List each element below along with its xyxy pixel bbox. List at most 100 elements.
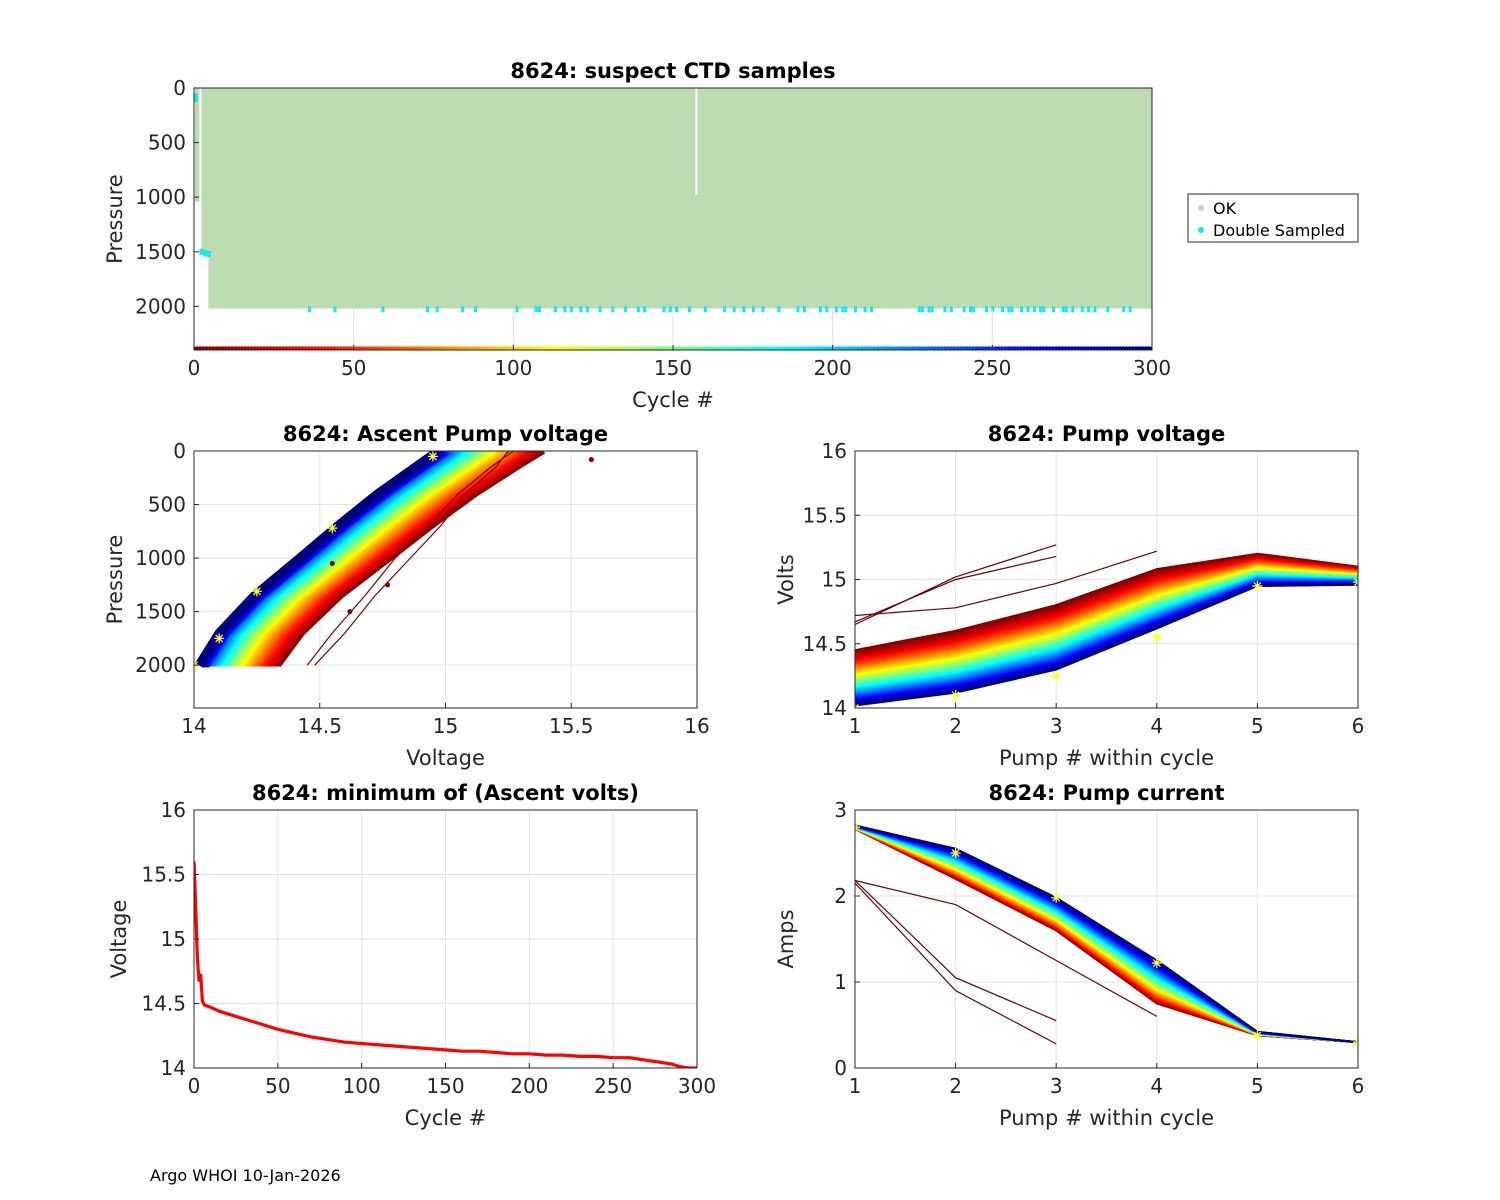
ctd-ylabel: Pressure: [103, 174, 127, 264]
pumpv-ylabel: Volts: [774, 554, 798, 605]
pumpc-xtick-label: 4: [1150, 1074, 1163, 1098]
ctd-double-point: [199, 248, 205, 255]
ctd-ok-block: [208, 88, 1152, 309]
ctd-xtick-label: 50: [341, 356, 366, 380]
ascent-outlier-point: [385, 582, 391, 588]
pumpv-reference-marker: [1151, 632, 1162, 643]
ctd-legend-ok-label: OK: [1213, 199, 1237, 218]
ctd-ok-column: [194, 88, 200, 202]
ctd-double-point: [796, 306, 800, 313]
ctd-frame: 0 50 100 150 200 250 300 0 500 1000 1500 2000 8624: …: [103, 59, 1171, 412]
pumpc-reference-marker: [1051, 892, 1062, 903]
minv-xtick-label: 250: [594, 1074, 632, 1098]
ctd-ytick-label: 1000: [135, 185, 186, 209]
ctd-double-point: [569, 306, 573, 313]
ctd-xtick-label: 100: [494, 356, 532, 380]
pumpv-outlier-series: [855, 544, 1057, 626]
pumpv-xtick-label: 2: [949, 714, 962, 738]
ctd-double-point: [1122, 306, 1126, 313]
ctd-double-point: [1071, 306, 1075, 313]
ctd-double-point: [984, 306, 988, 313]
ctd-double-point: [675, 306, 679, 313]
ctd-double-point: [534, 306, 538, 313]
ascent-xtick-label: 15.5: [549, 714, 594, 738]
ctd-legend-box: [1187, 193, 1359, 243]
ctd-double-point: [1106, 306, 1110, 313]
ctd-ok-column: [204, 88, 210, 253]
pumpc-xlabel: Pump # within cycle: [999, 1106, 1214, 1130]
ctd-double-point: [636, 306, 640, 313]
ctd-xtick-label: 300: [1133, 356, 1171, 380]
ctd-double-point: [1007, 306, 1011, 313]
ctd-legend-ok-marker: [1198, 205, 1204, 211]
ctd-title: 8624: suspect CTD samples: [510, 59, 835, 83]
ascent-reference-marker: [327, 523, 338, 534]
ctd-double-point: [474, 306, 478, 313]
ctd-double-point: [1093, 306, 1097, 313]
pumpc-series: [855, 824, 1358, 1044]
ctd-double-point: [1128, 306, 1132, 313]
pumpv-ytick-label: 14.5: [802, 632, 847, 656]
pumpv-xtick-label: 4: [1150, 714, 1163, 738]
ctd-double-point: [553, 306, 557, 313]
ctd-xtick-label: 200: [814, 356, 852, 380]
ctd-double-point: [333, 306, 337, 313]
ctd-double-point: [307, 306, 311, 313]
pumpc-reference-marker: [1252, 1030, 1263, 1041]
ctd-ytick-label: 0: [173, 76, 186, 100]
ctd-double-point: [751, 306, 755, 313]
ctd-double-point: [949, 306, 953, 313]
ascent-xtick-label: 15: [433, 714, 458, 738]
pumpv-frame: 1 2 3 4 5 6 14 14.5 15 15.5 16 8624: Pump voltage Pu…: [774, 422, 1364, 770]
pumpc-xtick-label: 1: [849, 1074, 862, 1098]
ctd-double-point: [579, 306, 583, 313]
pumpc-xtick-label: 5: [1251, 1074, 1264, 1098]
pumpc-ytick-label: 0: [834, 1056, 847, 1080]
minv-xtick-label: 300: [678, 1074, 716, 1098]
ascent-ylabel: Pressure: [103, 535, 127, 625]
ctd-xtick-label: 150: [654, 356, 692, 380]
ctd-gap-line: [695, 88, 698, 195]
minv-title: 8624: minimum of (Ascent volts): [252, 781, 639, 805]
ctd-double-point: [1026, 306, 1030, 313]
ctd-double-point: [537, 306, 541, 313]
ctd-double-point: [869, 306, 873, 313]
minv-ytick-label: 16: [161, 798, 186, 822]
minv-xtick-label: 0: [188, 1074, 201, 1098]
minv-xtick-label: 200: [510, 1074, 548, 1098]
footer-text: Argo WHOI 10-Jan-2026: [150, 1166, 341, 1185]
pumpc-outlier-series: [855, 880, 1057, 1022]
ascent-reference-marker: [214, 633, 225, 644]
pumpv-xtick-label: 5: [1251, 714, 1264, 738]
ctd-double-point: [611, 306, 615, 313]
pumpv-reference-marker: [1051, 670, 1062, 681]
pumpc-xtick-label: 6: [1352, 1074, 1365, 1098]
pumpc-ytick-label: 3: [834, 798, 847, 822]
ascent-reference-marker: [251, 586, 262, 597]
pumpc-ytick-label: 2: [834, 884, 847, 908]
ctd-xtick-label: 250: [973, 356, 1011, 380]
ascent-outlier-point: [329, 560, 335, 566]
pumpc-axis-box: [854, 809, 1359, 1069]
ctd-double-point: [205, 250, 211, 257]
ctd-double-point: [585, 306, 589, 313]
minv-ylabel: Voltage: [107, 900, 131, 979]
ctd-double-point: [818, 306, 822, 313]
ctd-double-point: [841, 306, 845, 313]
ascent-ytick-label: 1500: [135, 600, 186, 624]
ctd-double-point: [1061, 306, 1065, 313]
minv-xtick-label: 100: [343, 1074, 381, 1098]
ctd-double-point: [381, 306, 385, 313]
ctd-double-point: [968, 306, 972, 313]
pumpv-xtick-label: 1: [849, 714, 862, 738]
ctd-legend: OK Double Sampled: [1187, 193, 1359, 243]
pumpv-ytick-label: 15.5: [802, 503, 847, 527]
ctd-double-point: [515, 306, 519, 313]
pumpc-outlier-series: [855, 882, 1057, 1045]
pumpv-xlabel: Pump # within cycle: [999, 746, 1214, 770]
ctd-double-point: [930, 306, 934, 313]
ctd-double-point: [202, 249, 208, 256]
pumpc-reference-marker: [1151, 958, 1162, 969]
pumpv-reference-marker: [1252, 580, 1263, 591]
